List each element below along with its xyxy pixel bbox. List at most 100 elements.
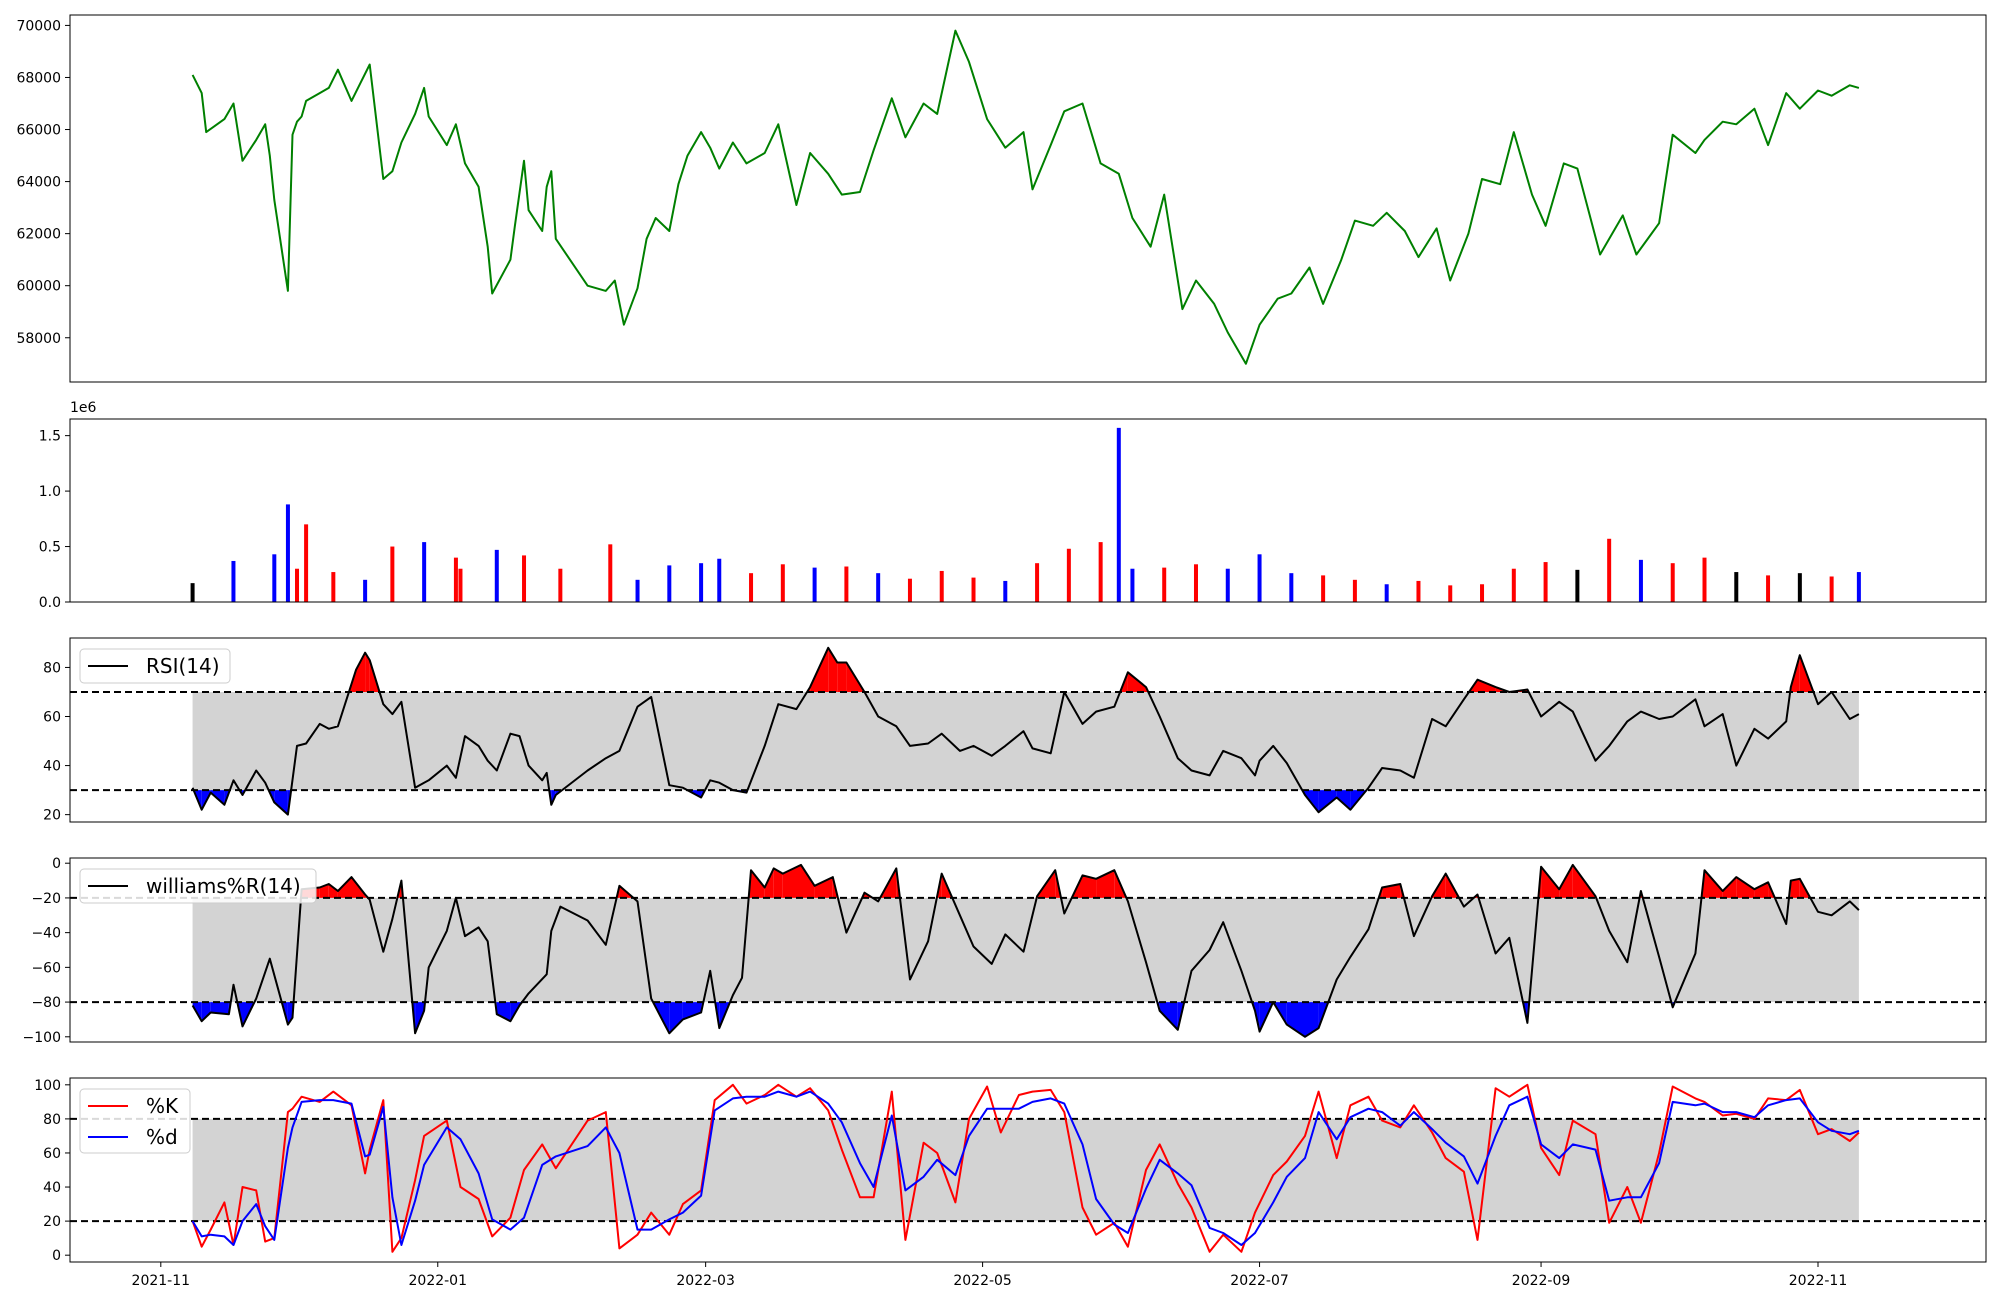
volume-bar <box>363 579 368 602</box>
volume-bar <box>939 570 944 602</box>
y-tick-label: 0.0 <box>39 595 61 611</box>
x-tick-label: 2022-09 <box>1512 1273 1571 1289</box>
overbought-fill <box>764 868 774 898</box>
volume-bar <box>812 567 817 602</box>
y-tick-label: 60 <box>43 1146 61 1162</box>
legend-label: williams%R(14) <box>146 874 301 898</box>
y-tick-label: 1.5 <box>39 429 61 445</box>
legend-box <box>79 868 317 904</box>
y-tick-label: 20 <box>43 808 61 824</box>
y-tick-label: 0 <box>52 856 61 872</box>
volume-bar <box>1384 584 1389 602</box>
volume-bar <box>1289 573 1294 602</box>
volume-bar <box>453 557 458 602</box>
volume-bar <box>1162 567 1167 602</box>
rsi-chart-panel: 20 40 60 80 RSI(14) <box>43 637 1987 824</box>
k-line <box>191 1083 1860 1253</box>
y-tick-label: 0 <box>52 1248 61 1264</box>
y-tick-label: 20 <box>43 1214 61 1230</box>
volume-bar <box>717 558 722 602</box>
volume-bar <box>971 577 976 602</box>
volume-bar <box>494 549 499 602</box>
volume-bar <box>1416 580 1421 602</box>
volume-bar <box>304 524 309 602</box>
x-tick-label: 2022-05 <box>953 1273 1012 1289</box>
volume-bar <box>295 568 300 602</box>
volume-bar <box>1670 563 1675 602</box>
overbought-fill <box>356 652 366 692</box>
volume-bar <box>1766 575 1771 602</box>
overbought-fill <box>837 662 847 692</box>
x-tick-label: 2022-07 <box>1230 1273 1289 1289</box>
plot-frame <box>69 857 1987 1043</box>
oversold-fill <box>210 1002 229 1015</box>
price-chart-panel: 58000 60000 62000 64000 66000 68000 70000 <box>16 14 1987 383</box>
volume-bar <box>1797 573 1802 602</box>
plot-frame <box>69 1077 1987 1263</box>
y-tick-label: −100 <box>23 1030 61 1046</box>
y-tick-label: 64000 <box>16 175 61 191</box>
overbought-fill <box>1704 870 1723 898</box>
overbought-fill <box>1722 877 1737 898</box>
y-tick-label: 0.5 <box>39 540 61 556</box>
volume-bar <box>190 583 195 602</box>
volume-bar <box>1702 557 1707 602</box>
volume-bar <box>1003 580 1008 602</box>
volume-offset-label: 1e6 <box>70 400 97 416</box>
volume-bar <box>285 504 290 602</box>
y-tick-label: 58000 <box>16 331 61 347</box>
overbought-fill <box>1754 882 1769 898</box>
x-tick-label: 2022-03 <box>676 1273 735 1289</box>
volume-bar <box>1193 564 1198 602</box>
y-tick-label: 60 <box>43 710 61 726</box>
volume-bar <box>1607 538 1612 602</box>
x-tick-label: 2021-11 <box>132 1273 191 1289</box>
volume-bar <box>458 568 463 602</box>
volume-bar <box>558 568 563 602</box>
volume-bar <box>749 573 754 602</box>
volume-bar <box>231 560 236 602</box>
oversold-fill <box>669 1002 683 1034</box>
plot-frame <box>69 418 1987 603</box>
volume-bar <box>1130 568 1135 602</box>
y-tick-label: 100 <box>34 1078 61 1094</box>
y-tick-label: −80 <box>31 995 61 1011</box>
volume-bar <box>1257 554 1262 602</box>
volume-bar <box>1829 576 1834 602</box>
overbought-fill <box>1082 875 1097 898</box>
plot-frame <box>69 637 1987 823</box>
y-tick-label: 80 <box>43 1112 61 1128</box>
d-line <box>191 1090 1860 1246</box>
volume-bar <box>1098 542 1103 602</box>
y-tick-label: 80 <box>43 660 61 676</box>
y-tick-label: 70000 <box>16 18 61 34</box>
y-tick-label: −60 <box>31 960 61 976</box>
volume-bar <box>422 542 427 602</box>
legend-box <box>79 648 231 684</box>
overbought-fill <box>328 884 338 898</box>
y-tick-label: 66000 <box>16 123 61 139</box>
volume-bar <box>331 572 336 602</box>
volume-bar <box>1480 584 1485 602</box>
volume-bar <box>390 546 395 602</box>
x-tick-label: 2022-11 <box>1789 1273 1848 1289</box>
neutral-band <box>192 897 1859 1003</box>
overbought-fill <box>773 868 783 898</box>
legend-label: RSI(14) <box>146 654 220 678</box>
volume-bar <box>876 573 881 602</box>
volume-bar <box>1116 427 1121 602</box>
overbought-fill <box>365 652 370 692</box>
volume-bar <box>1543 562 1548 602</box>
y-tick-label: −20 <box>31 891 61 907</box>
volume-bar <box>635 579 640 602</box>
oversold-fill <box>1318 790 1337 813</box>
volume-bar <box>1511 568 1516 602</box>
volume-bar <box>1066 548 1071 602</box>
volume-bar <box>667 565 672 602</box>
y-tick-label: 60000 <box>16 279 61 295</box>
y-tick-label: 40 <box>43 759 61 775</box>
legend-label: %d <box>146 1125 178 1149</box>
overbought-fill <box>337 877 352 898</box>
volume-bar <box>522 555 527 602</box>
